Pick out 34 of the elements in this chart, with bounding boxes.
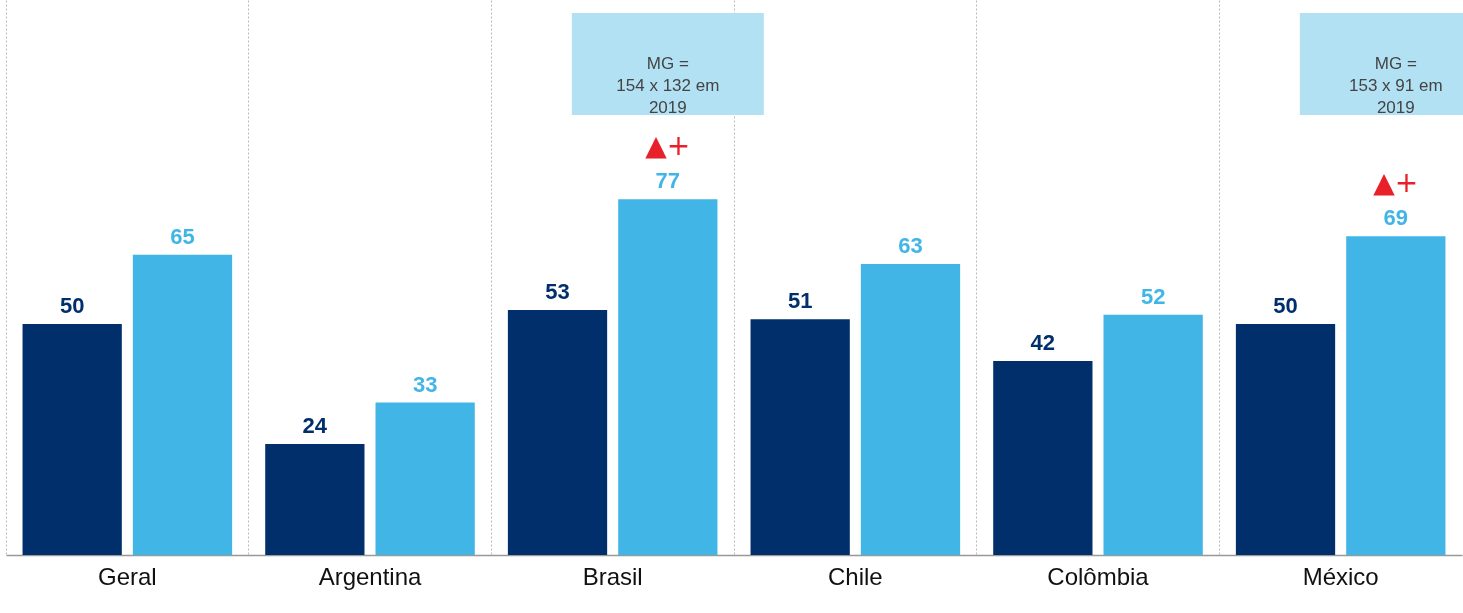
bar: [1103, 314, 1203, 555]
x-tick-label: Argentina: [318, 562, 423, 590]
text: ▲+: [645, 129, 691, 163]
bar: [375, 402, 475, 555]
bar: [750, 319, 850, 555]
data-label: 52: [1140, 283, 1166, 309]
bar: [265, 444, 365, 555]
bar: [1346, 236, 1446, 555]
text: ▲+: [1373, 166, 1419, 200]
x-tick-label: Chile: [827, 562, 883, 590]
bar: [507, 310, 608, 555]
bar: [1235, 323, 1336, 555]
data-label: 65: [170, 223, 195, 249]
bar: [618, 199, 718, 555]
text: MG = 153 x 91 em 2019: [1349, 54, 1443, 117]
data-label: 69: [1383, 205, 1409, 231]
x-tick-label: Colômbia: [1047, 562, 1150, 590]
x-tick-label: México: [1302, 562, 1379, 590]
data-label: 50: [59, 292, 85, 318]
data-label: 63: [898, 232, 923, 258]
data-label: 24: [302, 413, 328, 439]
bar: [993, 360, 1093, 555]
data-label: 42: [1030, 329, 1056, 355]
x-tick-label: Brasil: [582, 562, 643, 590]
bar: [132, 254, 233, 555]
data-label: 50: [1273, 292, 1298, 318]
bar: [22, 323, 122, 555]
x-tick-label: Geral: [97, 562, 157, 590]
data-label: 53: [545, 279, 570, 305]
data-label: 51: [787, 288, 813, 314]
data-label: 33: [412, 371, 438, 397]
bar: [860, 263, 961, 555]
text: MG = 154 x 132 em 2019: [616, 54, 720, 117]
data-label: 77: [655, 168, 681, 194]
